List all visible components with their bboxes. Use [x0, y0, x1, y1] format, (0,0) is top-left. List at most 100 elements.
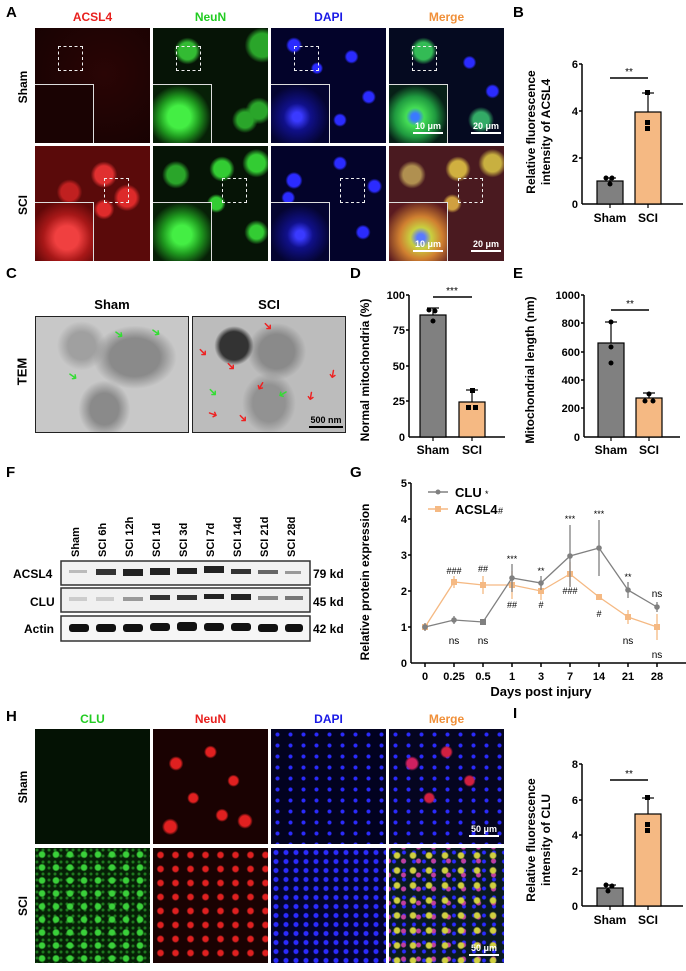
svg-text:###: ###: [562, 586, 577, 596]
svg-text:0: 0: [572, 901, 578, 913]
western-blot: [60, 560, 311, 642]
micrograph-neun-sham: [153, 729, 268, 844]
column-title-neun: NeuN: [194, 10, 227, 24]
svg-text:ns: ns: [652, 589, 663, 600]
lane-label: SCI 14d: [232, 516, 244, 557]
svg-text:1: 1: [401, 622, 407, 634]
row-label-sci: SCI: [16, 195, 30, 216]
arrow-icon-green: ➜: [110, 325, 128, 343]
lane-label: SCI 3d: [178, 522, 190, 557]
svg-text:4: 4: [572, 106, 579, 118]
row-label-sham: Sham: [16, 70, 30, 104]
svg-text:**: **: [625, 67, 633, 78]
svg-text:75: 75: [393, 325, 405, 337]
svg-text:8: 8: [572, 759, 578, 771]
micrograph-clu-sham: [35, 729, 150, 844]
lane-label: SCI 1d: [151, 522, 163, 557]
row-label-tem: TEM: [14, 357, 30, 386]
arrow-icon-green: ➜: [275, 385, 291, 403]
svg-text:***: ***: [594, 509, 605, 519]
svg-text:800: 800: [562, 318, 580, 330]
micrograph-neun-sham: [153, 28, 268, 143]
tem-col-sham: Sham: [94, 297, 130, 312]
svg-text:7: 7: [567, 671, 573, 683]
svg-text:0: 0: [574, 432, 580, 444]
panel-label-g: G: [350, 464, 362, 481]
chart-d: Normal mitochondria (%) 100 75 50 25 0 *** S…: [358, 286, 505, 455]
svg-text:0: 0: [572, 199, 578, 211]
svg-text:2: 2: [572, 153, 578, 165]
tem-image-sci: ➜ ➜ ➜ ➜ ➜ ➜ ➜ ➜ ➜ ➜ 500 nm: [192, 316, 346, 433]
svg-text:1: 1: [509, 671, 515, 683]
svg-text:#: #: [596, 609, 601, 619]
svg-text:6: 6: [572, 795, 578, 807]
chart-e: Mitochondrial length (nm) 1000 800 600 400 2…: [523, 290, 680, 455]
micrograph-dapi-sci: [271, 848, 386, 963]
svg-text:5: 5: [401, 478, 407, 490]
svg-text:intensity of CLU: intensity of CLU: [539, 794, 553, 886]
svg-text:##: ##: [478, 564, 488, 574]
svg-text:100: 100: [387, 290, 405, 302]
svg-text:3: 3: [401, 550, 407, 562]
micrograph-dapi-sham: [271, 28, 386, 143]
arrow-icon-red: ➜: [234, 409, 252, 427]
svg-text:4: 4: [401, 514, 408, 526]
column-title-clu: CLU: [80, 712, 105, 726]
micrograph-acsl4-sci: [35, 146, 150, 261]
micrograph-merge-sci: 50 μm: [389, 848, 504, 963]
svg-text:3: 3: [538, 671, 544, 683]
arrow-icon-red: ➜: [222, 357, 240, 375]
tem-image-sham: ➜ ➜ ➜: [35, 316, 189, 433]
scalebar-main: 20 μm: [471, 121, 501, 134]
scalebar-tem: 500 nm: [309, 415, 343, 428]
panel-label-i: I: [513, 705, 518, 722]
column-title-merge: Merge: [428, 712, 465, 726]
lane-label: SCI 28d: [286, 516, 298, 557]
micrograph-clu-sci: [35, 848, 150, 963]
blot-label-acsl4: ACSL4: [13, 567, 53, 581]
scalebar-inset: 10 μm: [413, 121, 443, 134]
svg-text:28: 28: [651, 671, 663, 683]
svg-text:0.25: 0.25: [443, 671, 464, 683]
micrograph-merge-sham: 10 μm 20 μm: [389, 28, 504, 143]
arrow-icon-red: ➜: [259, 317, 277, 335]
svg-text:Days post injury: Days post injury: [490, 684, 592, 699]
svg-text:***: ***: [507, 554, 518, 564]
svg-text:50: 50: [393, 361, 405, 373]
chart-i: Relative fluorescence intensity of CLU 8…: [524, 759, 683, 927]
svg-text:25: 25: [393, 396, 405, 408]
micrograph-merge-sci: 10 μm 20 μm: [389, 146, 504, 261]
svg-text:Sham: Sham: [595, 443, 628, 455]
svg-text:#: #: [538, 600, 543, 610]
svg-text:SCI: SCI: [462, 443, 482, 455]
svg-text:**: **: [624, 572, 632, 582]
svg-text:400: 400: [562, 375, 580, 387]
tem-col-sci: SCI: [258, 297, 280, 312]
svg-text:SCI: SCI: [639, 443, 659, 455]
arrow-icon-green: ➜: [204, 383, 222, 401]
lane-label: Sham: [70, 527, 82, 557]
micrograph-acsl4-sham: [35, 28, 150, 143]
svg-text:**: **: [626, 299, 634, 310]
row-label-sham: Sham: [16, 770, 30, 804]
blot-label-actin: Actin: [24, 622, 54, 636]
micrograph-neun-sci: [153, 146, 268, 261]
blot-size-clu: 45 kd: [313, 595, 344, 609]
panel-label-f: F: [6, 464, 16, 481]
scalebar: 50 μm: [469, 824, 499, 837]
svg-text:ns: ns: [623, 636, 634, 647]
column-title-dapi: DAPI: [314, 10, 343, 24]
svg-text:SCI: SCI: [638, 913, 658, 927]
svg-text:**: **: [537, 566, 545, 576]
lane-label: SCI 6h: [97, 522, 109, 557]
column-title-acsl4: ACSL4: [72, 10, 113, 24]
svg-text:***: ***: [446, 286, 458, 297]
svg-text:**: **: [625, 769, 633, 780]
svg-text:*: *: [485, 489, 489, 499]
arrow-icon-red: ➜: [205, 405, 221, 423]
panel-label-d: D: [350, 265, 361, 282]
svg-text:4: 4: [572, 830, 579, 842]
panel-label-h: H: [6, 708, 17, 725]
svg-text:##: ##: [507, 600, 517, 610]
